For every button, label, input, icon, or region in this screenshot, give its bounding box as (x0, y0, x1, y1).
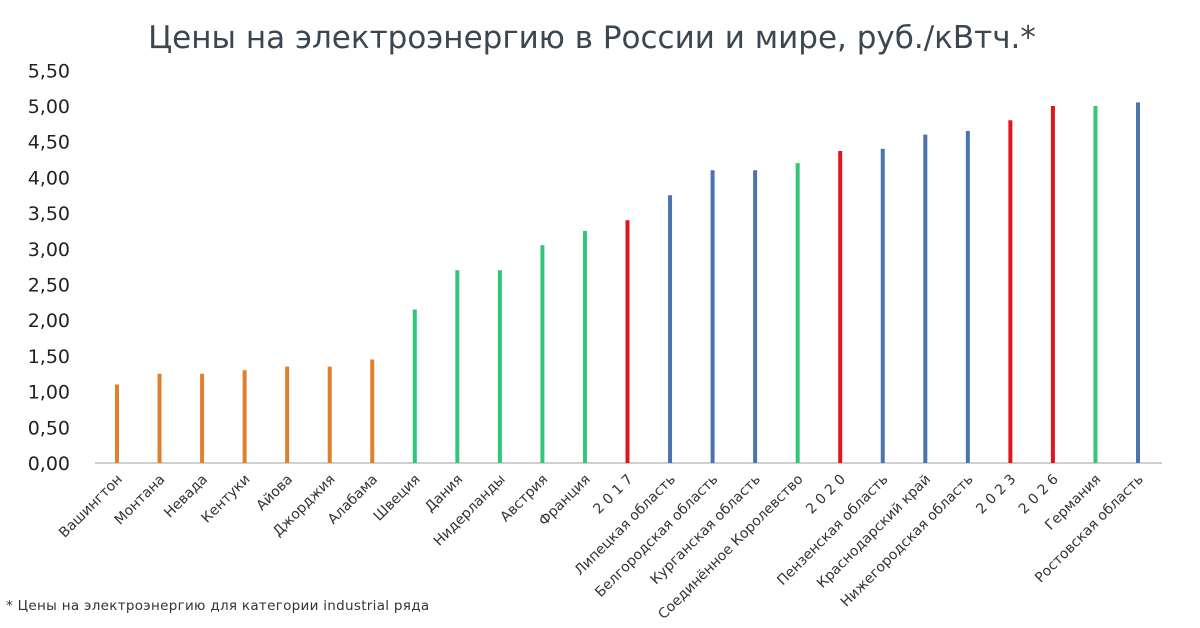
bar (157, 373, 162, 463)
bar (242, 370, 247, 463)
chart-title: Цены на электроэнергию в России и мире, … (148, 20, 1036, 56)
y-tick-label: 5,00 (28, 96, 70, 118)
y-tick-label: 2,00 (28, 310, 70, 332)
bar (1093, 106, 1098, 463)
y-tick-label: 3,50 (28, 203, 70, 225)
bar (795, 163, 800, 463)
bar (1136, 102, 1140, 464)
bar (455, 270, 460, 463)
bar (923, 134, 928, 463)
x-tick-label: Швеция (371, 472, 424, 525)
bar (285, 366, 290, 463)
bar (668, 195, 673, 463)
bar (370, 359, 375, 463)
bar (412, 309, 417, 463)
bar (1050, 106, 1055, 463)
bar (838, 150, 843, 463)
y-tick-label: 1,50 (28, 346, 70, 368)
bar (625, 220, 630, 463)
x-tick-label: 2 0 2 3 (973, 472, 1019, 518)
x-tick-label: Вашингтон (56, 472, 126, 542)
bar (497, 270, 502, 463)
y-tick-label: 4,00 (28, 167, 70, 189)
y-tick-label: 4,50 (28, 132, 70, 154)
bar (115, 384, 119, 463)
footnote: * Цены на электроэнергию для категории i… (6, 598, 430, 614)
bar (540, 245, 545, 463)
y-tick-label: 0,50 (28, 417, 70, 439)
y-tick-label: 5,50 (28, 60, 70, 82)
bar (582, 230, 587, 463)
bar (327, 366, 332, 463)
y-tick-label: 1,00 (28, 382, 70, 404)
bar (753, 170, 758, 463)
y-tick-label: 3,00 (28, 239, 70, 261)
y-axis: 0,00 0,50 1,00 1,50 2,00 2,50 3,00 3,50 4,00 4,50… (28, 60, 70, 475)
y-tick-label: 2,50 (28, 275, 70, 297)
bar (200, 373, 205, 463)
bar (880, 148, 885, 463)
bar (1008, 120, 1013, 463)
x-tick-label: Айова (254, 472, 296, 514)
y-tick-label: 0,00 (28, 453, 70, 475)
bar (710, 170, 715, 463)
bar (965, 130, 970, 464)
bars (115, 102, 1140, 464)
